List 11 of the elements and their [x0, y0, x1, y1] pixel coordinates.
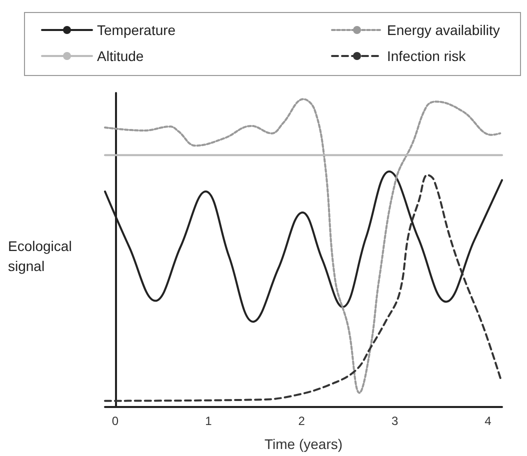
y-axis-title: Ecological signal [8, 238, 76, 274]
legend-label: Infection risk [387, 48, 467, 64]
x-tick-label: 2 [298, 414, 306, 428]
legend-label: Altitude [97, 48, 144, 64]
x-tick-label: 1 [205, 414, 212, 428]
x-tick-label: 0 [112, 414, 119, 428]
x-tick-label: 4 [484, 414, 492, 428]
legend-label: Energy availability [387, 22, 500, 38]
x-tick-label: 3 [391, 414, 398, 428]
legend-label: Temperature [97, 22, 176, 38]
x-axis-title: Time (years) [264, 436, 343, 452]
